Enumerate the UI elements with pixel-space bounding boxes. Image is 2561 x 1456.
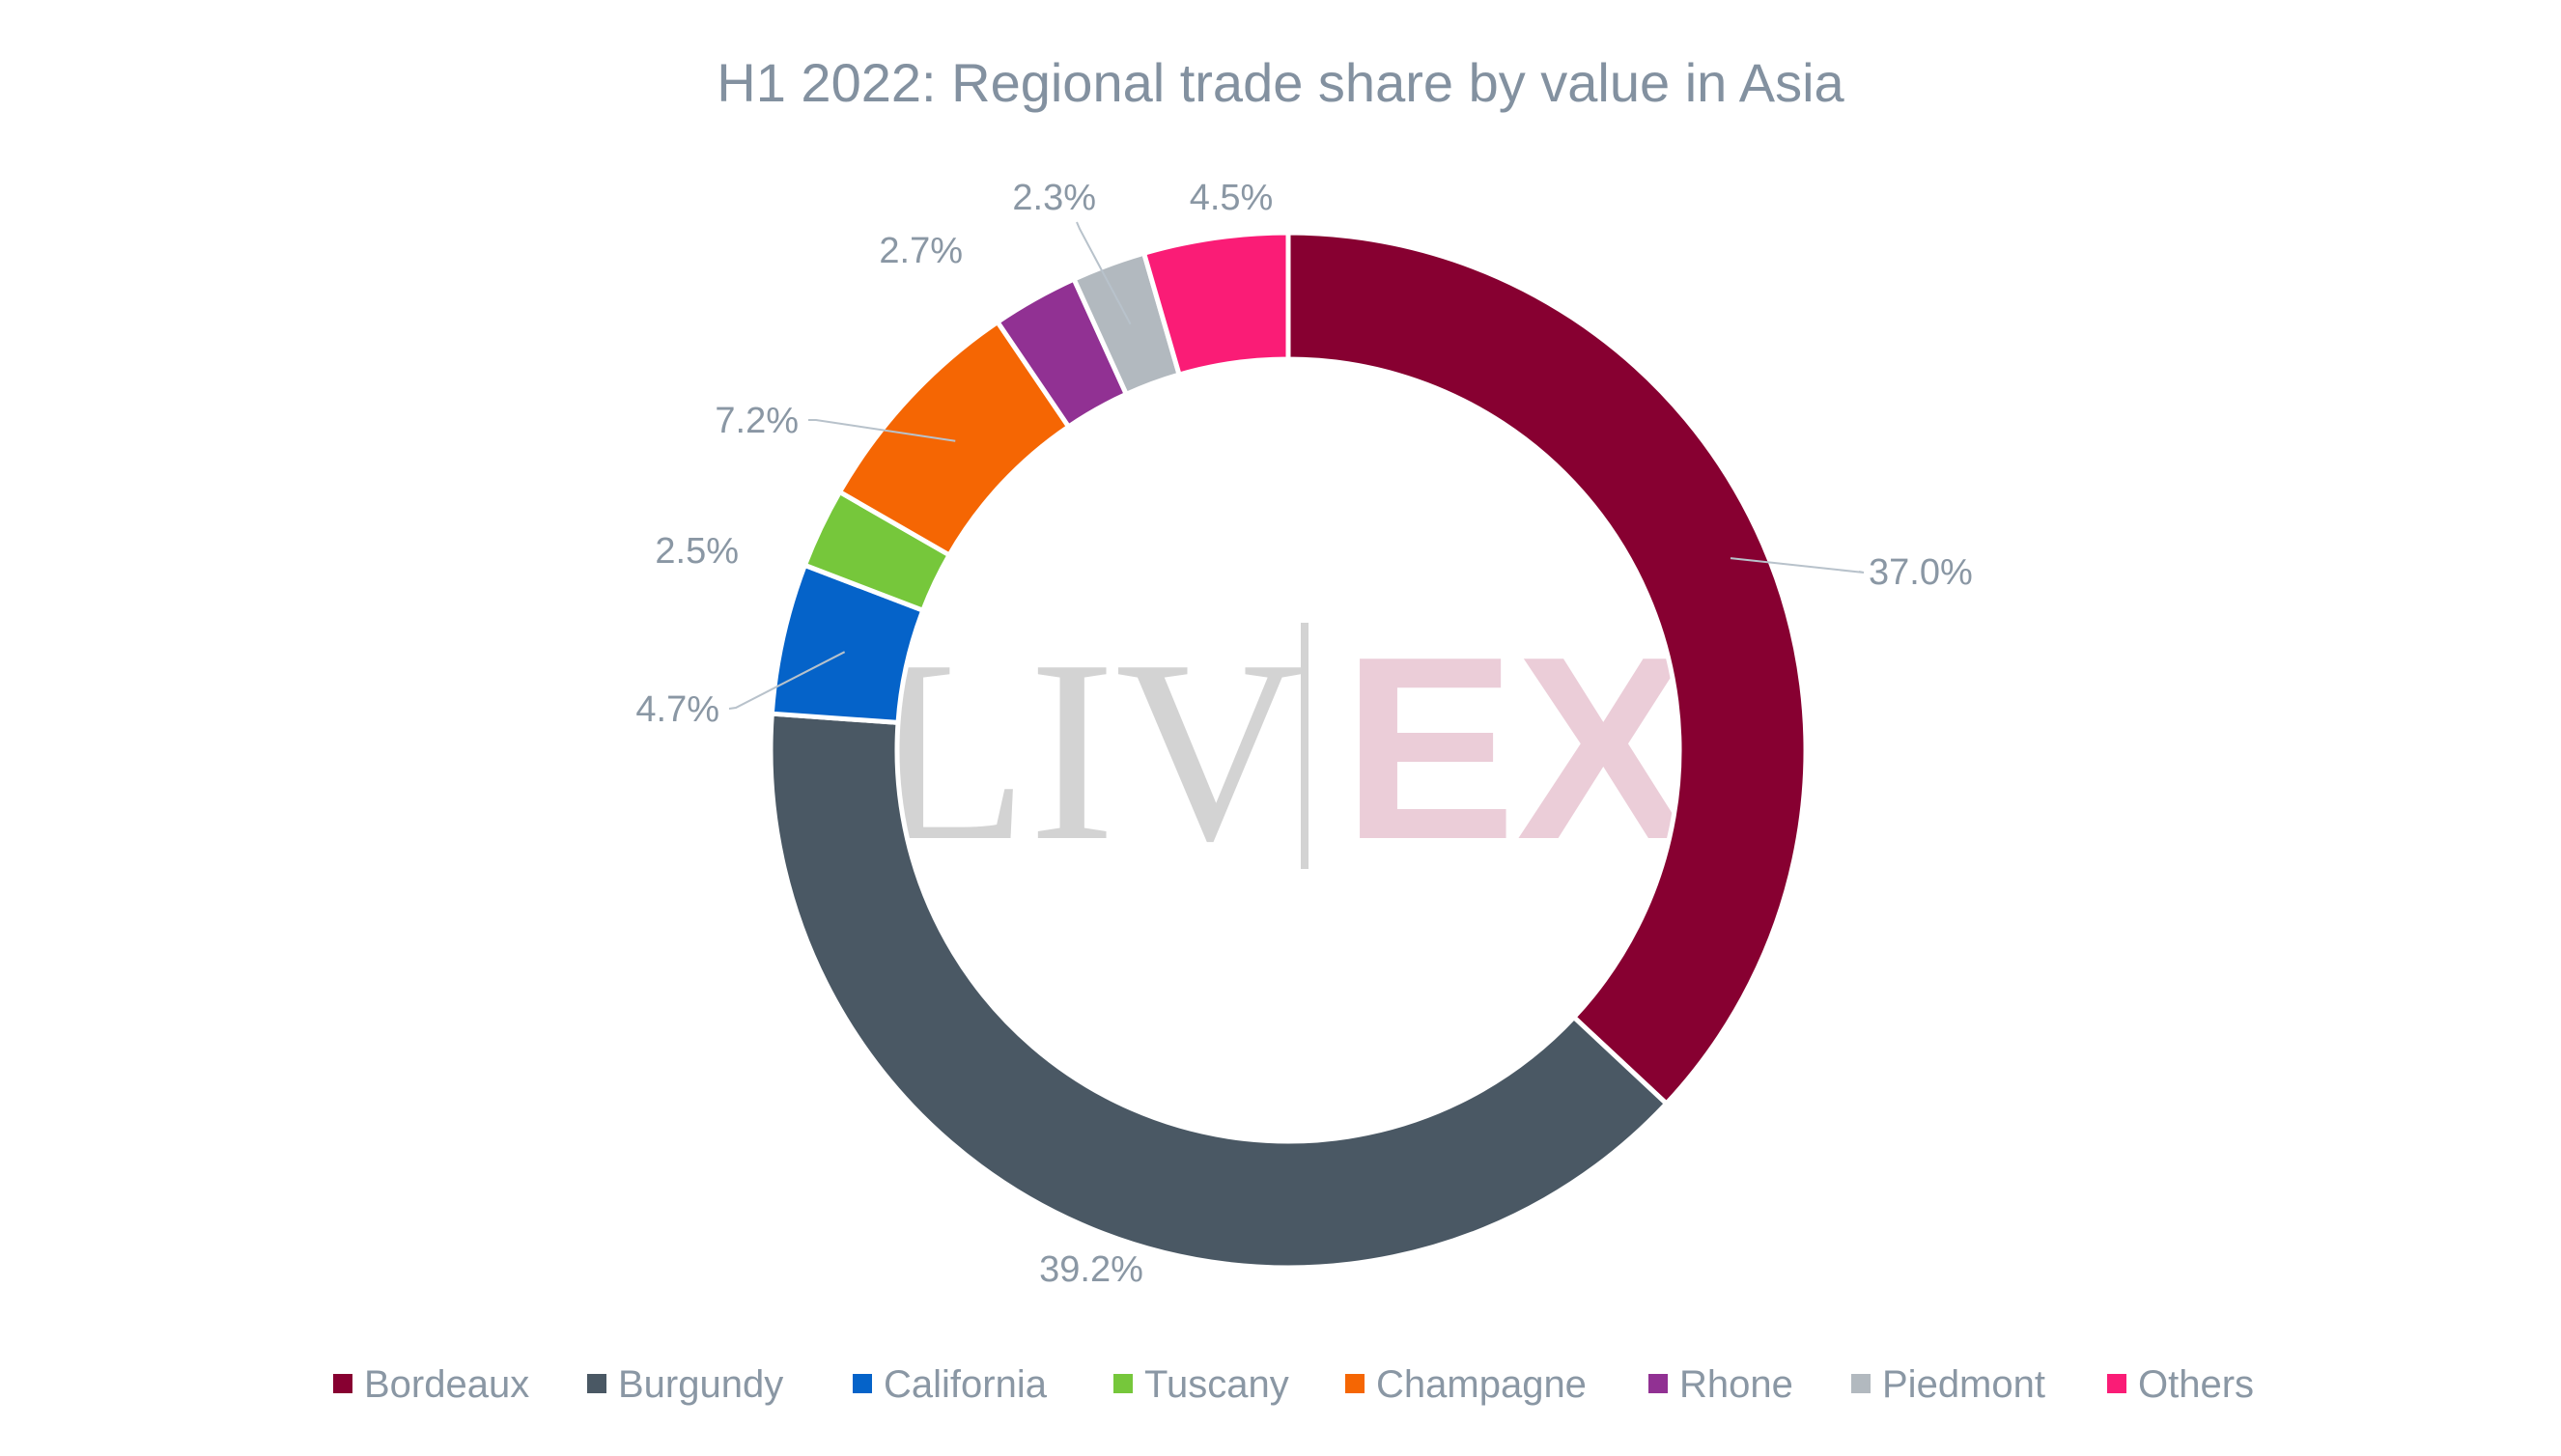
data-label-california: 4.7% [635,689,719,730]
legend-label-piedmont: Piedmont [1882,1363,2045,1406]
chart-title: H1 2022: Regional trade share by value i… [717,52,1844,113]
legend-swatch-champagne [1345,1374,1365,1393]
legend-swatch-others [2107,1374,2126,1393]
data-label-tuscany: 2.5% [655,531,739,572]
data-label-bordeaux: 37.0% [1869,552,1973,593]
data-label-champagne: 7.2% [715,401,799,441]
slice-bordeaux [1285,230,1809,1106]
donut-slices [768,230,1809,1271]
leader-lines [728,221,1865,710]
leader-line-california [728,651,846,710]
watermark-ex-text: EX [1342,603,1691,894]
legend-item-california: California [853,1363,1048,1406]
watermark-divider [1301,623,1309,869]
legend-swatch-tuscany [1113,1374,1133,1393]
legend-swatch-piedmont [1851,1374,1871,1393]
legend-label-tuscany: Tuscany [1144,1363,1289,1406]
legend-swatch-burgundy [587,1374,606,1393]
livex-watermark: LIV EX [869,603,1691,895]
legend-item-bordeaux: Bordeaux [333,1363,529,1406]
data-label-burgundy: 39.2% [1039,1249,1143,1290]
legend-item-burgundy: Burgundy [587,1363,783,1406]
slice-burgundy [768,711,1670,1271]
leader-line-bordeaux [1730,557,1865,574]
slice-others [1141,230,1291,378]
legend-swatch-rhone [1648,1374,1668,1393]
legend-item-piedmont: Piedmont [1851,1363,2045,1406]
data-labels: 37.0% 39.2% 4.7% 2.5% 7.2% 2.7% 2.3% 4.5% [635,178,1972,1290]
legend-item-tuscany: Tuscany [1113,1363,1289,1406]
legend-item-others: Others [2107,1363,2254,1406]
data-label-piedmont: 2.3% [1012,178,1096,218]
legend-swatch-california [853,1374,872,1393]
legend-item-champagne: Champagne [1345,1363,1587,1406]
legend: Bordeaux Burgundy California Tuscany Champag… [333,1363,2254,1406]
data-label-others: 4.5% [1190,178,1274,218]
leader-line-piedmont [1076,221,1132,325]
legend-label-california: California [884,1363,1048,1406]
watermark-liv-text: LIV [869,606,1304,895]
data-label-rhone: 2.7% [879,231,963,271]
legend-label-rhone: Rhone [1679,1363,1793,1406]
leader-line-champagne [808,419,956,442]
legend-item-rhone: Rhone [1648,1363,1793,1406]
legend-swatch-bordeaux [333,1374,352,1393]
legend-label-champagne: Champagne [1376,1363,1587,1406]
legend-label-bordeaux: Bordeaux [364,1363,529,1406]
legend-label-others: Others [2138,1363,2254,1406]
legend-label-burgundy: Burgundy [618,1363,783,1406]
